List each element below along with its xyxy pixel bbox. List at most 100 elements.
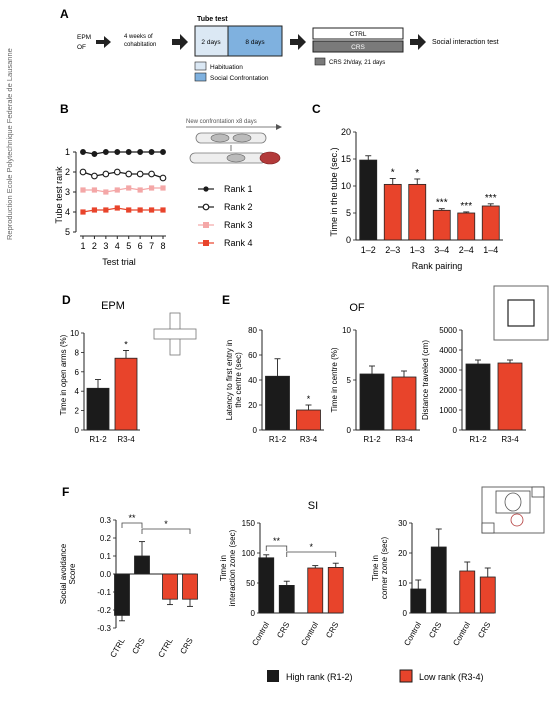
y-axis-label: the centre (sec) — [234, 352, 243, 408]
bar — [391, 376, 417, 431]
x-tick-label: R3-4 — [395, 435, 413, 444]
sidebar-credit-text: Reproduction Ecole Polytechnique Federal… — [5, 48, 14, 240]
y-tick-label: 0.0 — [100, 570, 112, 579]
e-title: OF — [349, 302, 365, 314]
x-tick-label: CRS — [178, 637, 194, 656]
bar — [258, 557, 275, 614]
bar — [359, 373, 385, 431]
significance-star: * — [391, 167, 395, 178]
x-tick-label: R1-2 — [269, 435, 287, 444]
bar — [162, 573, 178, 600]
panel-a-letter: A — [60, 7, 69, 21]
b-series-2-point — [136, 170, 144, 178]
x-tick-label: CRS — [427, 621, 443, 640]
panel-c-letter: C — [312, 102, 321, 116]
bar — [410, 588, 427, 614]
significance-star: *** — [460, 201, 472, 212]
b-series-3-point — [80, 187, 86, 193]
y-axis-label: Time in — [219, 555, 228, 581]
b-series-2-point — [125, 170, 133, 178]
y-tick-label: 1000 — [439, 406, 457, 415]
y-tick-label: 10 — [398, 579, 407, 588]
bar — [265, 375, 290, 431]
legend-low-swatch — [399, 669, 413, 683]
y-tick-label: 0 — [253, 426, 258, 435]
panel-e-letter: E — [222, 293, 230, 307]
e-centre-chart: 0 5 10 R1-2 R3-4 Time in centre (%) — [330, 326, 420, 444]
b-series-3-point — [126, 185, 132, 191]
x-tick-label: CRS — [324, 621, 340, 640]
x-tick-label: R3-4 — [117, 435, 135, 444]
x-tick-label: Control — [402, 620, 423, 647]
y-tick-label: 3000 — [439, 366, 457, 375]
mouse-top-view-icon — [504, 492, 522, 512]
legend-rank2-marker — [202, 203, 210, 211]
y-tick-label: 80 — [248, 326, 257, 335]
y-tick-label: 0.2 — [100, 534, 112, 543]
legend-rank1-label: Rank 1 — [224, 184, 253, 194]
y-tick-label: 2 — [75, 407, 80, 416]
x-tick-label: Control — [299, 620, 320, 647]
y-tick-label: 10 — [70, 329, 79, 338]
x-tick-label: Control — [250, 620, 271, 647]
b-series-4-point — [103, 207, 109, 213]
c-plot-area: 0 5 10 15 20 1–2 * 2–3 * 1–3 *** 3–4 *** 2–4 *** 1–4 — [341, 127, 503, 255]
y-tick-label: 20 — [398, 549, 407, 558]
panel-f-letter: F — [62, 485, 69, 499]
legend-habituation-label: Habituation — [210, 64, 243, 71]
confront-arrow-head-icon — [276, 124, 282, 130]
b-y-tick-label: 5 — [65, 227, 70, 237]
b-series-4-point — [148, 207, 155, 213]
significance-label: * — [164, 519, 168, 529]
y-tick-label: 0.1 — [100, 552, 112, 561]
x-tick-label: 1–4 — [483, 245, 498, 255]
panel-b-letter: B — [60, 102, 69, 116]
bar — [307, 567, 324, 614]
x-tick-label: Control — [451, 620, 472, 647]
b-y-tick-label: 1 — [65, 147, 70, 157]
mouse-top-left-icon — [210, 133, 230, 143]
panel-c: C Time in the tube (sec.) Rank pairing 0… — [312, 102, 503, 271]
d-plot-area: 0 2 4 6 8 10 R1-2 * R3-4 — [70, 329, 140, 444]
panel-a: A EPM OF 4 weeks of cohabitation Tube te… — [60, 7, 499, 82]
y-tick-label: 4 — [75, 387, 80, 396]
d-title: EPM — [101, 300, 125, 312]
b-series-3-point — [148, 185, 155, 191]
x-tick-label: CTRL — [156, 636, 175, 659]
x-tick-label: R3-4 — [501, 435, 519, 444]
crs-note-label: CRS 2h/day, 21 days — [329, 60, 385, 66]
y-tick-label: 0 — [75, 426, 80, 435]
b-series-3-point — [103, 189, 109, 195]
days-8-label: 8 days — [245, 39, 265, 46]
significance-star: *** — [485, 193, 497, 204]
y-tick-label: 5 — [347, 376, 352, 385]
significance-star: * — [415, 168, 419, 179]
x-tick-label: CTRL — [108, 636, 127, 659]
b-series-1-point — [148, 149, 155, 155]
d-ylabel: Time in open arms (%) — [59, 334, 68, 415]
y-axis-label: Social avoidance — [59, 543, 68, 604]
mouse-top-right-icon — [232, 133, 252, 143]
y-tick-label: 40 — [248, 376, 257, 385]
y-tick-label: 5 — [346, 208, 351, 218]
cohab-line2: cohabitation — [124, 42, 156, 48]
b-series-4-point — [160, 207, 166, 213]
y-axis-label: Time in — [371, 555, 380, 581]
mouse-bottom-icon — [226, 153, 246, 163]
y-axis-label: Distance traveled (cm) — [421, 340, 430, 420]
ctrl-label: CTRL — [350, 31, 367, 38]
y-tick-label: 0 — [453, 426, 458, 435]
y-tick-label: 50 — [246, 579, 255, 588]
x-tick-label: 2–3 — [385, 245, 400, 255]
panel-d: D EPM Time in open arms (%) 0 2 4 6 8 10 R1-2 *… — [59, 293, 197, 444]
x-tick-label: 2–4 — [459, 245, 474, 255]
bar — [359, 159, 378, 241]
bar — [86, 387, 110, 431]
bar — [182, 573, 198, 600]
sidebar-credit: Reproduction Ecole Polytechnique Federal… — [2, 10, 16, 240]
x-tick-label: CRS — [275, 621, 291, 640]
panel-e: E OF 0 20 40 60 80 R1-2 * R3-4 Latency to first … — [222, 285, 549, 444]
b-x-tick-label: 4 — [115, 241, 120, 251]
